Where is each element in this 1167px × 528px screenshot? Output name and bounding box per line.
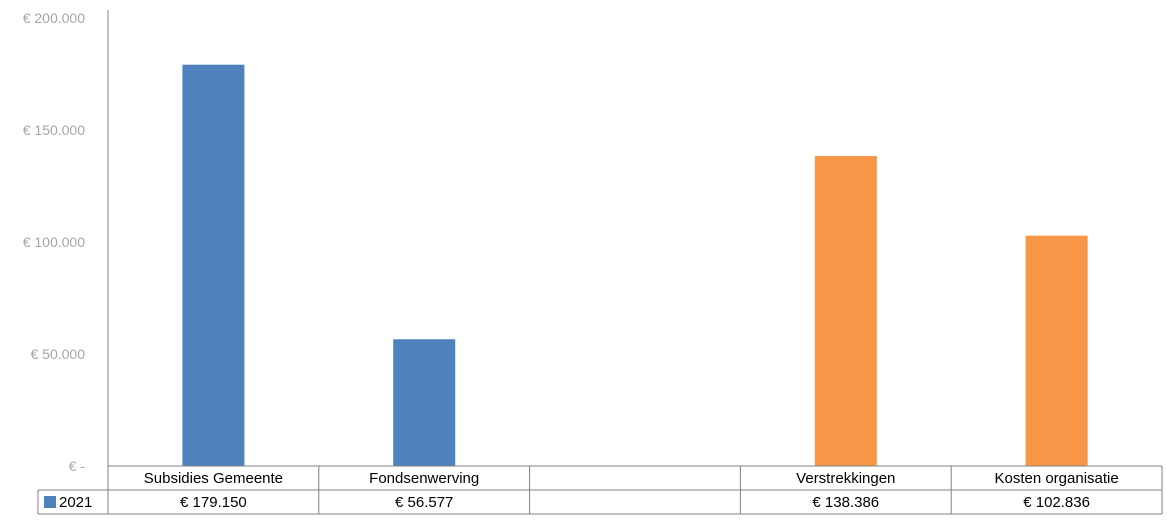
bar [814,156,877,466]
value-label: € 179.150 [180,494,247,511]
y-tick-label: € 200.000 [23,10,85,26]
legend-label: 2021 [59,494,92,511]
category-label: Fondsenwerving [369,470,479,487]
category-label: Subsidies Gemeente [144,470,283,487]
legend-key [44,496,56,508]
bar [182,64,245,466]
value-label: € 102.836 [1023,494,1090,511]
category-label: Kosten organisatie [994,470,1118,487]
y-tick-label: € 100.000 [23,234,85,250]
value-label: € 56.577 [395,494,453,511]
value-label: € 138.386 [812,494,879,511]
y-tick-label: € 150.000 [23,122,85,138]
bar [1025,235,1088,466]
y-tick-label: € - [69,458,86,474]
category-label: Verstrekkingen [796,470,895,487]
y-tick-label: € 50.000 [31,346,86,362]
bar [393,339,456,466]
